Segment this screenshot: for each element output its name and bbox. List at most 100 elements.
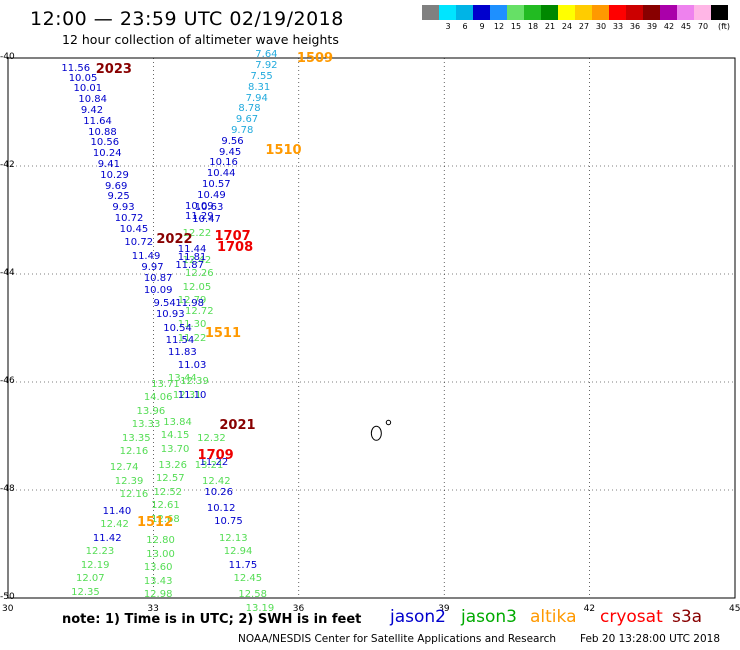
legend-label: 21 bbox=[544, 22, 556, 31]
legend-swatch bbox=[524, 5, 541, 20]
pass-number-label: 1512 bbox=[136, 515, 174, 531]
legend-label: 15 bbox=[510, 22, 522, 31]
wave-height-label: 11.42 bbox=[92, 532, 122, 544]
legend-swatch bbox=[677, 5, 694, 20]
wave-height-label: 12.57 bbox=[155, 473, 185, 485]
wave-height-label: 12.45 bbox=[233, 573, 263, 585]
wave-height-label: 7.55 bbox=[250, 70, 273, 82]
wave-height-label: 10.54 bbox=[163, 323, 192, 335]
wave-height-label: 12.80 bbox=[146, 535, 175, 547]
wave-height-label: 12.19 bbox=[80, 559, 110, 571]
wave-height-label: 13.84 bbox=[163, 416, 192, 428]
wave-height-label: 11.98 bbox=[175, 297, 204, 309]
wave-height-label: 11.81 bbox=[177, 251, 207, 263]
wave-height-label: 12.74 bbox=[109, 462, 139, 474]
wave-height-label: 7.64 bbox=[255, 49, 278, 61]
pass-number-label: 2022 bbox=[156, 231, 193, 247]
map-border bbox=[7, 57, 736, 599]
map-subtitle: 12 hour collection of altimeter wave hei… bbox=[62, 32, 339, 47]
legend-swatch bbox=[490, 5, 507, 20]
wave-height-label: 11.87 bbox=[175, 259, 204, 271]
wave-height-label: 9.45 bbox=[218, 146, 242, 158]
legend-swatch bbox=[507, 5, 524, 20]
wave-height-label: 12.39 bbox=[180, 376, 209, 387]
satellite-altika: altika bbox=[530, 607, 577, 627]
wave-height-label: 10.09 bbox=[185, 200, 214, 212]
lat-tick-label: -40 bbox=[0, 52, 15, 62]
wave-height-label: 9.78 bbox=[231, 124, 254, 136]
legend-label: 6 bbox=[462, 22, 468, 31]
wave-height-label: 11.54 bbox=[165, 334, 195, 346]
generated-timestamp: Feb 20 13:28:00 UTC 2018 bbox=[580, 633, 720, 645]
wave-height-label: 9.54 bbox=[153, 297, 176, 309]
legend-swatch bbox=[694, 5, 711, 20]
lat-tick-label: -42 bbox=[0, 160, 15, 170]
wave-height-label: 11.29 bbox=[185, 211, 214, 223]
wave-height-label: 10.09 bbox=[143, 285, 173, 297]
footer-note: note: 1) Time is in UTC; 2) SWH is in fe… bbox=[62, 612, 362, 627]
wave-height-label: 12.31 bbox=[172, 389, 202, 401]
legend-swatch bbox=[575, 5, 592, 20]
legend-label: 24 bbox=[561, 22, 573, 31]
legend-swatch bbox=[609, 5, 626, 20]
island-prince-edward bbox=[370, 425, 382, 441]
wave-height-label: 13.33 bbox=[131, 419, 161, 431]
wave-height-label: 11.22 bbox=[199, 457, 229, 468]
credit-line: NOAA/NESDIS Center for Satellite Applica… bbox=[238, 633, 556, 645]
wave-height-label: 10.12 bbox=[206, 502, 236, 514]
pass-number-label: 2021 bbox=[219, 418, 256, 434]
wave-height-label: 14.06 bbox=[143, 392, 173, 404]
wave-height-label: 10.75 bbox=[214, 516, 243, 528]
wave-height-label: 9.67 bbox=[235, 114, 259, 126]
wave-height-label: 10.72 bbox=[124, 237, 154, 249]
wave-height-label: 9.69 bbox=[105, 180, 128, 192]
legend-swatch bbox=[473, 5, 490, 20]
wave-height-label: 10.87 bbox=[143, 273, 173, 285]
legend-label: 3 bbox=[445, 22, 451, 31]
legend-label: 30 bbox=[595, 22, 607, 31]
wave-height-label: 11.22 bbox=[177, 332, 207, 344]
wave-height-label: 9.56 bbox=[221, 135, 244, 147]
wave-height-label: 12.07 bbox=[75, 573, 105, 585]
wave-height-label: 12.79 bbox=[177, 295, 207, 306]
lat-tick-label: -46 bbox=[0, 376, 15, 386]
wave-height-label: 12.68 bbox=[151, 513, 180, 525]
legend-swatch bbox=[439, 5, 456, 20]
lat-tick-label: -50 bbox=[0, 592, 15, 602]
wave-height-label: 12.23 bbox=[85, 546, 115, 558]
wave-height-label: 10.47 bbox=[192, 214, 221, 225]
lat-tick-label: -48 bbox=[0, 484, 15, 494]
pass-number-label: 1511 bbox=[204, 326, 242, 342]
wave-height-label: 14.15 bbox=[160, 430, 190, 441]
legend-swatch bbox=[592, 5, 609, 20]
satellite-cryosat: cryosat bbox=[600, 607, 663, 627]
wave-height-label: 10.24 bbox=[92, 148, 122, 160]
legend-swatch bbox=[456, 5, 473, 20]
legend-label: 27 bbox=[578, 22, 590, 31]
wave-height-label: 11.56 bbox=[61, 62, 91, 74]
wave-height-label: 9.41 bbox=[97, 158, 121, 170]
wave-height-label: 12.42 bbox=[201, 475, 231, 487]
legend-swatch bbox=[422, 5, 439, 20]
wave-height-label: 12.39 bbox=[114, 475, 144, 487]
wave-height-label: 10.93 bbox=[155, 308, 185, 320]
wave-height-label: 12.16 bbox=[119, 446, 149, 458]
wave-height-label: 12.61 bbox=[151, 500, 180, 512]
wave-height-label: 10.49 bbox=[197, 189, 226, 201]
legend-swatch bbox=[626, 5, 643, 20]
wave-height-label: 10.45 bbox=[119, 223, 149, 235]
legend-label: 45 bbox=[680, 22, 692, 31]
lon-tick-label: 39 bbox=[438, 604, 450, 614]
wave-height-label: 10.29 bbox=[100, 169, 129, 181]
wave-height-label: 13.43 bbox=[143, 575, 173, 587]
wave-height-label: 12.22 bbox=[182, 227, 212, 239]
wave-height-label: 13.96 bbox=[136, 405, 166, 417]
wave-height-label: 10.44 bbox=[206, 168, 236, 180]
legend-label: 12 bbox=[493, 22, 505, 31]
wave-height-label: 11.49 bbox=[131, 250, 161, 262]
legend-unit: (ft) bbox=[718, 22, 731, 31]
pass-number-label: 1510 bbox=[265, 142, 302, 158]
legend-label: 42 bbox=[663, 22, 675, 31]
wave-height-label: 13.00 bbox=[146, 548, 175, 560]
